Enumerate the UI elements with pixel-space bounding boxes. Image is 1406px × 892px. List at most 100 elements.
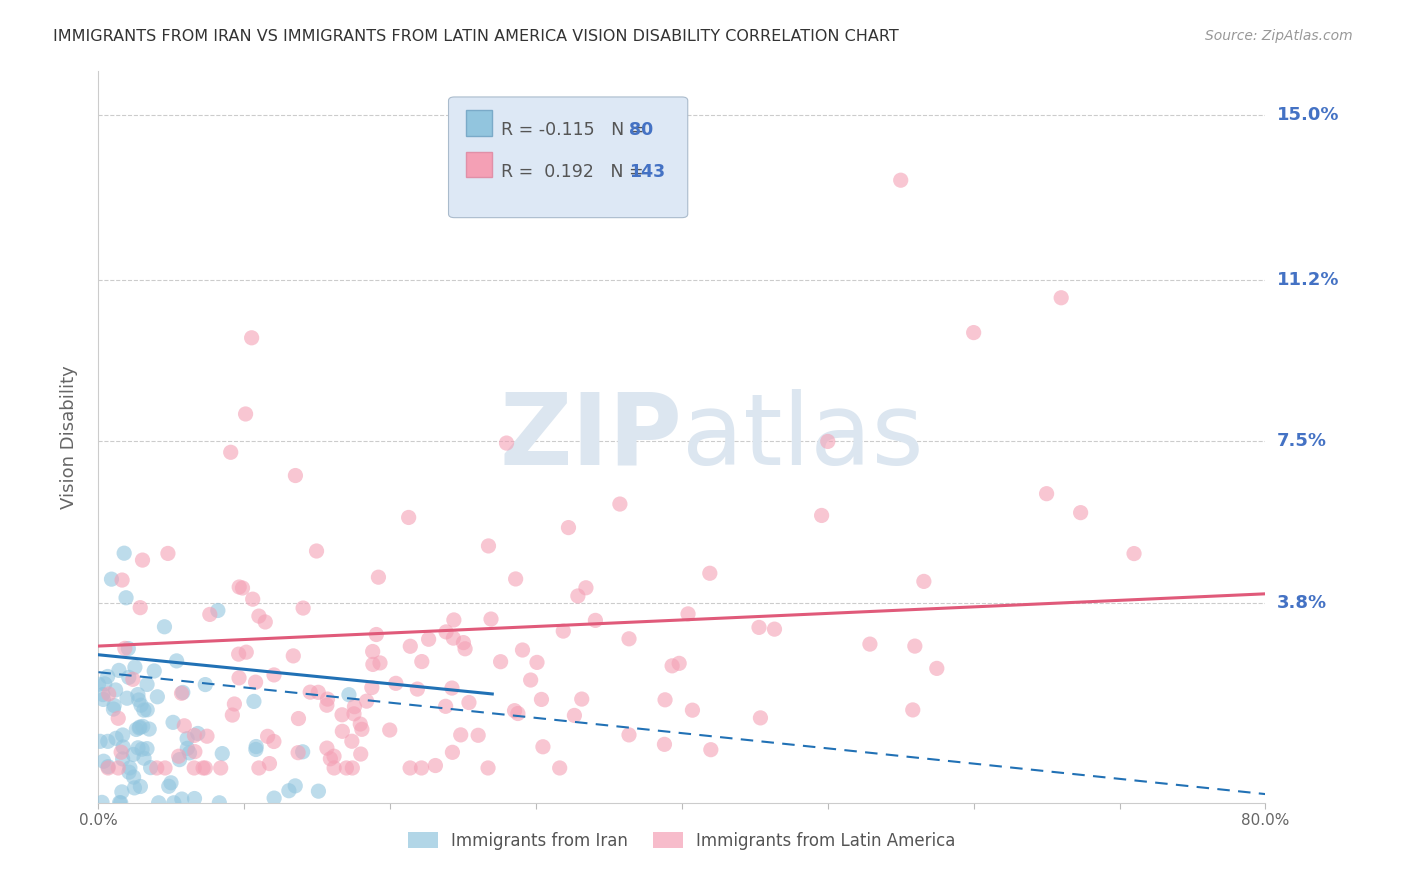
- Point: [307, 685, 329, 699]
- Point: [575, 581, 598, 595]
- Point: [467, 728, 489, 742]
- Point: [105, 731, 128, 746]
- Point: [118, 761, 141, 775]
- Point: [163, 796, 186, 810]
- Point: [912, 574, 935, 589]
- Point: [323, 749, 346, 764]
- Point: [343, 699, 366, 714]
- Point: [425, 758, 447, 772]
- Point: [1035, 486, 1057, 500]
- Point: [139, 761, 162, 775]
- Point: [247, 761, 270, 775]
- Point: [654, 693, 676, 707]
- Point: [418, 632, 440, 647]
- Point: [904, 639, 927, 653]
- Point: [148, 796, 170, 810]
- Point: [668, 657, 690, 671]
- Text: 143: 143: [630, 162, 665, 180]
- Point: [231, 581, 253, 595]
- Point: [122, 770, 145, 784]
- Point: [228, 580, 250, 594]
- Point: [654, 737, 676, 751]
- Point: [112, 546, 135, 560]
- Point: [399, 761, 422, 775]
- Point: [360, 681, 382, 695]
- Point: [361, 657, 384, 672]
- Point: [263, 668, 285, 682]
- Point: [128, 693, 150, 707]
- Point: [209, 761, 232, 775]
- Point: [136, 677, 159, 691]
- Point: [617, 632, 640, 646]
- Point: [103, 698, 125, 713]
- Point: [617, 728, 640, 742]
- Point: [146, 761, 169, 775]
- Point: [162, 715, 184, 730]
- Point: [166, 654, 188, 668]
- Point: [108, 664, 131, 678]
- Point: [330, 707, 353, 722]
- Point: [195, 729, 218, 743]
- Point: [131, 553, 153, 567]
- Point: [340, 734, 363, 748]
- Point: [519, 673, 541, 687]
- Point: [307, 784, 329, 798]
- Point: [700, 742, 723, 756]
- Point: [118, 765, 141, 780]
- Text: R =  0.192   N =: R = 0.192 N =: [501, 162, 650, 180]
- Point: [557, 520, 579, 534]
- Point: [167, 749, 190, 764]
- Point: [810, 508, 832, 523]
- Point: [104, 683, 127, 698]
- Point: [434, 699, 457, 714]
- Point: [245, 675, 267, 690]
- Point: [194, 677, 217, 691]
- Point: [115, 691, 138, 706]
- Point: [458, 696, 481, 710]
- Point: [361, 644, 384, 658]
- Point: [411, 655, 433, 669]
- Point: [111, 728, 134, 742]
- Point: [198, 607, 221, 622]
- Point: [183, 728, 205, 742]
- Point: [191, 761, 214, 775]
- Point: [962, 326, 984, 340]
- Point: [221, 708, 243, 723]
- Point: [183, 791, 205, 805]
- Text: atlas: atlas: [682, 389, 924, 485]
- Text: ZIP: ZIP: [499, 389, 682, 485]
- Point: [228, 671, 250, 685]
- Point: [224, 697, 246, 711]
- Point: [337, 688, 360, 702]
- Point: [91, 688, 114, 702]
- Point: [143, 664, 166, 678]
- Point: [284, 779, 307, 793]
- Point: [316, 741, 339, 756]
- Point: [503, 704, 526, 718]
- Point: [583, 614, 606, 628]
- Point: [153, 620, 176, 634]
- Point: [526, 656, 548, 670]
- Point: [748, 620, 770, 634]
- Point: [97, 669, 120, 683]
- Point: [235, 645, 257, 659]
- Point: [316, 692, 339, 706]
- Point: [411, 761, 433, 775]
- Point: [454, 641, 477, 656]
- Point: [100, 572, 122, 586]
- Point: [117, 641, 139, 656]
- Point: [122, 673, 145, 687]
- Point: [146, 690, 169, 704]
- Point: [699, 566, 721, 581]
- Point: [817, 434, 839, 449]
- Point: [477, 539, 499, 553]
- Legend: Immigrants from Iran, Immigrants from Latin America: Immigrants from Iran, Immigrants from La…: [401, 825, 963, 856]
- Point: [176, 731, 198, 746]
- Point: [112, 739, 135, 754]
- Point: [87, 677, 110, 691]
- Point: [187, 726, 209, 740]
- Point: [548, 761, 571, 775]
- FancyBboxPatch shape: [465, 111, 492, 136]
- Point: [263, 791, 285, 805]
- Point: [277, 783, 299, 797]
